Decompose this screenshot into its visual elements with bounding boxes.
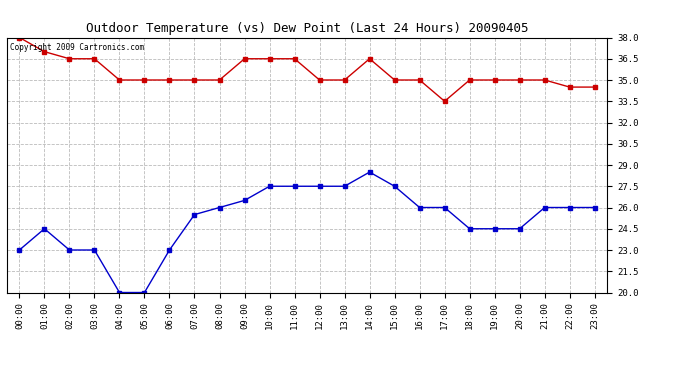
Title: Outdoor Temperature (vs) Dew Point (Last 24 Hours) 20090405: Outdoor Temperature (vs) Dew Point (Last… [86, 22, 529, 35]
Text: Copyright 2009 Cartronics.com: Copyright 2009 Cartronics.com [10, 43, 144, 52]
